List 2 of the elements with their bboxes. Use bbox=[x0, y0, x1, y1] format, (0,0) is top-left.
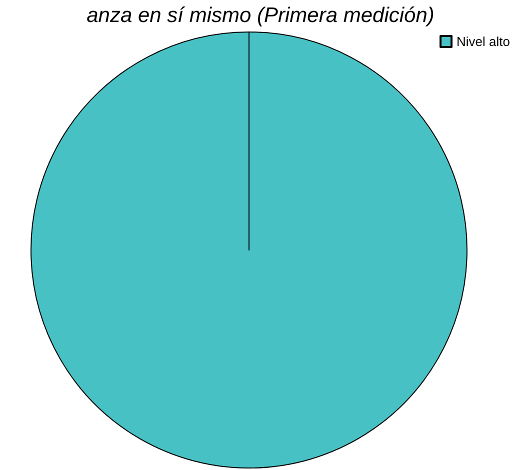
legend-label: Nivel alto bbox=[456, 34, 510, 49]
chart-title: anza en sí mismo (Primera medición) bbox=[86, 4, 434, 27]
